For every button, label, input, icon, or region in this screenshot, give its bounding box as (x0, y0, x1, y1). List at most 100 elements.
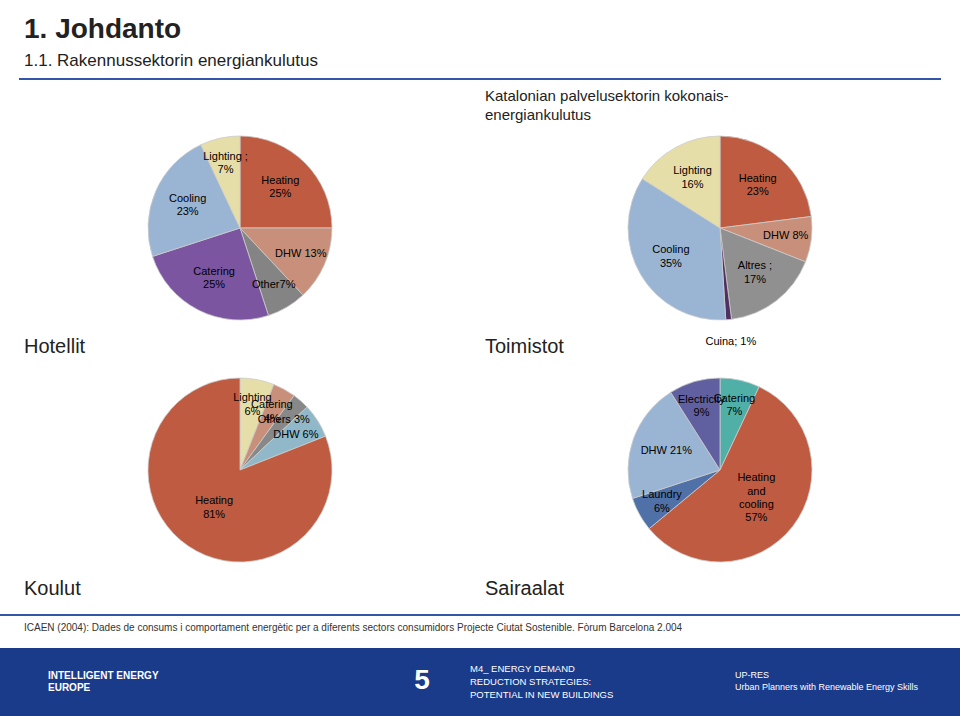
banner-text-line: UP-RES (735, 671, 769, 681)
footer-source: ICAEN (2004): Dades de consums i comport… (24, 622, 683, 633)
footer-separator (0, 614, 960, 616)
slice-label-line: 81% (203, 508, 225, 520)
chart-label: Koulut (24, 577, 81, 599)
slice-labels: Lighting6%Catering4%Others 3%DHW 6%Heati… (195, 391, 319, 519)
slice-label: DHW 13% (275, 247, 327, 259)
slice-labels: Heating25%DHW 13%Other7%Catering25%Cooli… (169, 150, 327, 291)
chart-label: Sairaalat (485, 577, 564, 599)
slice-label: DHW 21% (641, 444, 693, 456)
slice-label-line: Others 3% (258, 413, 310, 425)
banner-text-line: 5 (414, 664, 430, 695)
slice-labels: Catering7%Heatingandcooling57%Laundry6%D… (641, 392, 776, 523)
chart-label-line: Toimistot (485, 335, 564, 357)
slice-label: DHW 6% (273, 427, 318, 439)
page-title-line: 1. Johdanto (24, 13, 181, 44)
banner-text: M4_ ENERGY DEMAND REDUCTION STRATEGIES: PO… (470, 662, 613, 700)
slice-label-line: 17% (744, 273, 766, 285)
slice-label: Heating25% (261, 174, 299, 199)
banner-text-line: EUROPE (48, 682, 91, 693)
slice-label-line: 7% (726, 405, 742, 417)
slice-label-line: Altres ; (738, 259, 772, 271)
slice-label-line: Heating (261, 174, 299, 186)
slice-label: Lighting 16% (673, 164, 712, 189)
slice-label-line: Lighting ; (203, 150, 248, 162)
banner-text-line: Urban Planners with Renewable Energy Ski… (735, 682, 919, 692)
pie-chart (628, 378, 812, 562)
slice-label: Other7% (252, 278, 296, 290)
pie-chart (628, 136, 812, 320)
page-title: 1. Johdanto (24, 13, 181, 44)
banner-text: 5 (414, 664, 430, 695)
slice-label: Cooling23% (169, 192, 206, 217)
slice-label-line: 23% (747, 185, 769, 197)
slice-label-line: Electricity (678, 393, 726, 405)
slice-label-line: 16% (682, 178, 704, 190)
slice-label: Heatingand cooling57% (737, 471, 775, 523)
footer-source-line: ICAEN (2004): Dades de consums i comport… (24, 622, 683, 633)
chart-label-line: Sairaalat (485, 577, 564, 599)
group-title-line: energiankulutus (485, 106, 591, 123)
slice-label-line: and (747, 484, 765, 496)
slice-label: Altres ; 17% (738, 259, 772, 284)
pie-chart (148, 378, 332, 562)
slice-label: DHW 8% (763, 229, 808, 241)
page-subtitle-line: 1.1. Rakennussektorin energiankulutus (24, 52, 318, 71)
pie-slice (642, 136, 720, 228)
slice-label-line: DHW 8% (763, 229, 808, 241)
pie-slice (240, 136, 332, 228)
pie-slice (148, 378, 332, 562)
slice-label: Cuina; 1% (705, 335, 756, 347)
chart-label-line: Koulut (24, 577, 81, 599)
slice-label-line: 57% (745, 511, 767, 523)
group-title: Katalonian palvelusektorin kokonais-ener… (485, 87, 728, 123)
slice-label: Catering25% (193, 265, 235, 290)
banner-text: INTELLIGENT ENERGYEUROPE (48, 670, 159, 693)
slice-label-line: Other7% (252, 278, 296, 290)
banner-text-line: INTELLIGENT ENERGY (48, 670, 159, 681)
slice-label: Heating 81% (195, 494, 233, 519)
slice-label-line: 25% (203, 278, 225, 290)
slice-label-line: cooling (739, 498, 774, 510)
slice-label: Lighting ;7% (203, 150, 248, 175)
slice-label-line: DHW 21% (641, 444, 693, 456)
chart-label: Hotellit (24, 335, 86, 357)
slice-labels: Heating23% DHW 8% Altres ; 17% Cuina; 1% Cool… (652, 164, 808, 347)
slice-label-line: Cooling (652, 243, 689, 255)
slice-label-line: Cooling (169, 192, 206, 204)
slice-label-line: DHW 6% (273, 427, 318, 439)
slice-label-line: Catering (251, 398, 293, 410)
pie-slice (720, 228, 806, 319)
slice-label-line: Catering (193, 265, 235, 277)
slice-label-line: DHW 13% (275, 247, 327, 259)
banner-text: UP-RESUrban Planners with Renewable Ener… (735, 671, 919, 693)
slice-label-line: Laundry (642, 488, 682, 500)
group-title-line: Katalonian palvelusektorin kokonais- (485, 87, 728, 104)
slice-label-line: Lighting (673, 164, 712, 176)
slice-label-line: 6% (654, 501, 670, 513)
slice-label-line: Heating (739, 172, 777, 184)
slice-label-line: 7% (218, 163, 234, 175)
banner-text-line: REDUCTION STRATEGIES: (470, 676, 591, 687)
chart-label-line: Hotellit (24, 335, 86, 357)
page-subtitle: 1.1. Rakennussektorin energiankulutus (24, 52, 318, 71)
header-separator (19, 78, 941, 80)
pie-chart (148, 136, 332, 320)
background (0, 0, 960, 716)
slice-label: Laundry6% (642, 488, 682, 513)
banner-text-line: M4_ ENERGY DEMAND (470, 662, 575, 673)
slice-label: Heating23% (739, 172, 777, 197)
page-canvas: 1. Johdanto 1.1. Rakennussektorin energia… (0, 0, 960, 716)
slice-label-line: Cuina; 1% (705, 335, 756, 347)
slice-label-line: Heating (195, 494, 233, 506)
bottom-bar (0, 648, 960, 716)
slice-label-line: 25% (269, 187, 291, 199)
slice-label-line: 9% (694, 406, 710, 418)
slice-label: Cooling 35% (652, 243, 689, 268)
slice-label: Electricity9% (678, 393, 726, 418)
slice-label: Others 3% (258, 413, 310, 425)
slice-label-line: 35% (660, 257, 682, 269)
slice-label-line: Heating (737, 471, 775, 483)
banner-text-line: POTENTIAL IN NEW BUILDINGS (470, 689, 613, 700)
pie-slice (720, 136, 811, 228)
slice-label-line: 23% (177, 205, 199, 217)
